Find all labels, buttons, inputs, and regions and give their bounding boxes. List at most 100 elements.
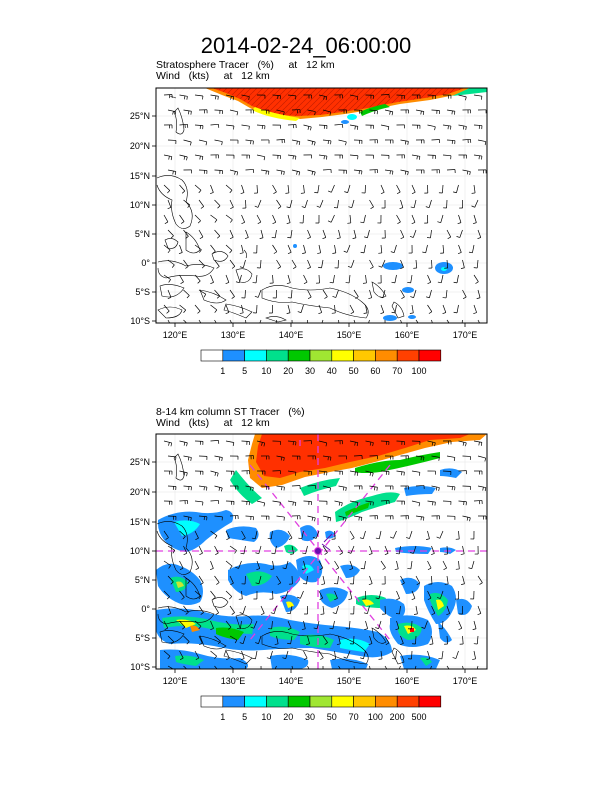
wind-barb: [198, 289, 207, 298]
wind-barb: [183, 455, 192, 461]
wind-barb: [194, 184, 202, 194]
wind-barb: [167, 319, 170, 323]
panel1-title: Stratosphere Tracer (%) at 12 km: [156, 59, 335, 71]
wind-barb: [347, 214, 352, 224]
wind-barb: [272, 214, 277, 225]
wind-barb: [286, 199, 293, 209]
wind-barb: [338, 485, 347, 491]
wind-barb: [347, 259, 355, 268]
wind-barb: [210, 439, 220, 444]
wind-barb: [260, 109, 270, 114]
lon-tick-label: 140°E: [279, 676, 304, 686]
wind-barb: [353, 289, 359, 299]
wind-barb: [427, 304, 433, 314]
wind-barb: [462, 515, 471, 522]
wind-barb: [287, 500, 297, 506]
wind-barb: [427, 590, 432, 601]
wind-barb: [415, 109, 425, 116]
wind-barb: [473, 440, 483, 446]
wind-barb: [336, 635, 341, 645]
wind-barb: [255, 545, 262, 555]
wind-barb: [477, 605, 482, 616]
wind-barb: [334, 500, 343, 507]
wind-barb: [210, 214, 218, 223]
wind-barb: [307, 169, 316, 176]
wind-barb: [269, 304, 273, 314]
wind-barb: [348, 199, 355, 209]
wind-barb: [362, 274, 367, 284]
wind-barb: [442, 289, 448, 299]
wind-barb: [365, 500, 374, 506]
wind-barb: [303, 94, 312, 99]
wind-barb: [446, 169, 456, 174]
wind-barb: [365, 154, 374, 159]
wind-barb: [274, 635, 279, 645]
wind-barb: [287, 530, 293, 540]
wind-barb: [368, 635, 373, 646]
wind-barb: [473, 124, 483, 130]
wind-barb: [442, 560, 447, 571]
wind-barb: [167, 109, 177, 116]
wind-barb: [214, 139, 223, 146]
wind-barb: [322, 515, 332, 522]
wind-barb: [431, 139, 441, 144]
wind-barb: [396, 214, 401, 224]
wind-barb: [276, 259, 282, 269]
wind-barb: [458, 94, 467, 101]
wind-barb: [268, 620, 273, 630]
legend-label: 30: [305, 366, 315, 376]
wind-barb: [225, 94, 235, 101]
axis-ticks: 25°N 20°N 15°N 10°N 5°N 0° 5°S 10°S 120°E 130°E 14…: [130, 111, 477, 340]
wind-barb: [229, 575, 234, 586]
wind-barb: [194, 440, 204, 445]
wind-barb: [287, 229, 293, 239]
wind-barb: [286, 274, 291, 285]
wind-barb: [396, 470, 405, 476]
wind-barb: [392, 650, 397, 660]
wind-barb: [470, 530, 475, 540]
wind-barb: [461, 319, 463, 323]
lat-tick-label: 5°N: [135, 575, 150, 585]
wind-barb: [225, 304, 230, 315]
wind-barb: [229, 635, 238, 644]
wind-barb: [241, 124, 250, 130]
wind-barb: [446, 605, 450, 616]
wind-barb: [440, 244, 445, 254]
wind-barb: [408, 244, 413, 254]
wind-barb: [321, 575, 326, 585]
wind-barb: [291, 485, 301, 490]
wind-barb: [415, 169, 425, 174]
wind-barb: [256, 500, 266, 507]
wind-barb: [229, 169, 239, 176]
wind-barb: [198, 635, 203, 646]
wind-barb: [241, 154, 250, 159]
legend-swatch: [266, 349, 289, 362]
wind-barb: [239, 635, 246, 644]
wind-barb: [320, 605, 325, 615]
wind-barb: [476, 665, 479, 669]
wind-barb: [198, 199, 205, 209]
wind-barb: [400, 455, 409, 460]
wind-barb: [256, 470, 266, 475]
wind-barb: [415, 485, 425, 489]
lat-tick-label: 20°N: [130, 487, 150, 497]
wind-barb: [194, 274, 201, 284]
wind-barb: [427, 94, 436, 99]
wind-barb: [396, 124, 405, 129]
storm-center-marker: [314, 533, 333, 555]
wind-barb: [210, 590, 216, 600]
wind-barb: [365, 440, 374, 447]
wind-barb: [272, 184, 277, 194]
wind-barb: [290, 545, 294, 555]
wind-barb: [163, 560, 171, 569]
wind-barb: [442, 440, 452, 445]
wind-barb: [194, 124, 204, 130]
wind-barb: [457, 244, 462, 255]
wind-barb: [349, 560, 354, 571]
wind-barb: [349, 530, 355, 540]
wind-barb: [384, 455, 394, 460]
wind-barb: [365, 124, 374, 129]
legend-swatch: [396, 695, 420, 708]
page-title: 2014-02-24_06:00:00: [200, 33, 412, 58]
lat-tick-label: 10°S: [130, 662, 150, 672]
